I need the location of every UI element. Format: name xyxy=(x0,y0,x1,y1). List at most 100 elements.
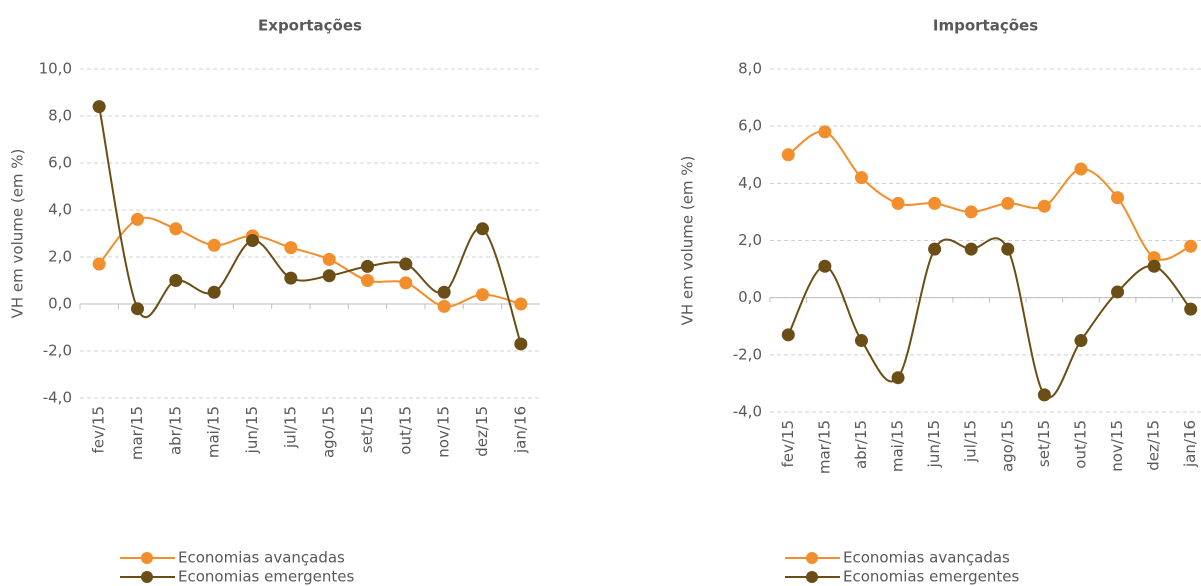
series-line xyxy=(98,106,522,345)
data-point xyxy=(1184,302,1198,316)
y-tick-label: 6,0 xyxy=(738,117,762,135)
data-point xyxy=(131,302,144,316)
chart-title: Exportações xyxy=(258,17,362,35)
legend-marker xyxy=(141,571,153,583)
data-point xyxy=(476,288,489,302)
data-point xyxy=(131,212,144,226)
x-tick-label: fev/15 xyxy=(90,406,108,454)
x-tick-label: abr/15 xyxy=(852,420,870,469)
legend-label: Economias avançadas xyxy=(843,549,1010,567)
y-tick-label: 6,0 xyxy=(48,154,72,172)
data-point xyxy=(818,125,832,139)
y-axis-title: VH em volume (em %) xyxy=(9,149,27,319)
data-point xyxy=(437,285,451,299)
y-tick-label: -4,0 xyxy=(733,403,762,421)
legend-label: Economias avançadas xyxy=(178,549,345,567)
data-point xyxy=(1001,242,1015,256)
data-point xyxy=(322,252,336,266)
x-tick-label: jan/16 xyxy=(1181,420,1199,468)
y-tick-label: 10,0 xyxy=(39,60,72,78)
data-point xyxy=(928,196,942,210)
series-line xyxy=(98,216,522,308)
x-tick-label: out/15 xyxy=(396,406,414,455)
x-tick-label: jun/15 xyxy=(243,406,261,454)
y-tick-label: 8,0 xyxy=(738,60,762,78)
y-tick-label: 0,0 xyxy=(48,295,72,313)
data-point xyxy=(1147,259,1161,273)
data-point xyxy=(284,241,298,255)
data-point xyxy=(1111,285,1125,299)
y-tick-label: -4,0 xyxy=(43,389,72,407)
data-point xyxy=(1184,239,1198,253)
x-tick-label: nov/15 xyxy=(1108,420,1126,472)
data-point xyxy=(92,257,106,271)
data-point xyxy=(207,285,221,299)
x-tick-label: jun/15 xyxy=(925,420,943,468)
data-point xyxy=(964,205,978,219)
data-point xyxy=(207,238,221,252)
x-tick-label: dez/15 xyxy=(473,406,491,457)
data-point xyxy=(818,259,832,273)
data-point xyxy=(437,299,451,313)
x-tick-label: dez/15 xyxy=(1145,420,1163,471)
y-tick-label: 2,0 xyxy=(48,248,72,266)
legend-marker xyxy=(141,552,153,564)
data-point xyxy=(514,297,528,311)
x-tick-label: jul/15 xyxy=(962,420,980,463)
data-point xyxy=(169,274,183,287)
data-point xyxy=(1037,199,1051,213)
data-point xyxy=(1111,191,1125,205)
y-tick-label: -2,0 xyxy=(733,345,762,363)
legend-marker xyxy=(806,552,818,564)
data-point xyxy=(1037,388,1051,402)
data-point xyxy=(891,371,905,385)
data-point xyxy=(854,334,868,348)
legend-marker xyxy=(806,571,818,583)
chart-title: Importações xyxy=(933,17,1038,35)
data-point xyxy=(854,171,868,185)
x-tick-label: mai/15 xyxy=(889,420,907,472)
x-tick-label: jan/16 xyxy=(511,406,529,454)
data-point xyxy=(399,276,413,290)
data-point xyxy=(1074,334,1088,348)
x-tick-label: abr/15 xyxy=(166,406,184,455)
data-point xyxy=(1074,162,1088,176)
data-point xyxy=(322,269,336,283)
legend-label: Economias emergentes xyxy=(178,568,354,586)
x-tick-label: nov/15 xyxy=(435,406,453,458)
data-point xyxy=(284,271,298,285)
data-point xyxy=(92,100,106,114)
data-point xyxy=(781,148,795,162)
x-tick-label: ago/15 xyxy=(320,406,338,458)
data-point xyxy=(361,259,374,273)
data-point xyxy=(246,234,259,248)
legend-label: Economias emergentes xyxy=(843,568,1019,586)
data-point xyxy=(169,222,183,236)
data-point xyxy=(928,242,942,256)
y-tick-label: 2,0 xyxy=(738,231,762,249)
data-point xyxy=(361,274,374,287)
x-tick-label: ago/15 xyxy=(998,420,1016,472)
x-tick-label: mar/15 xyxy=(128,406,146,460)
data-point xyxy=(1001,196,1015,210)
data-point xyxy=(514,337,528,351)
x-tick-label: out/15 xyxy=(1071,420,1089,469)
y-tick-label: 8,0 xyxy=(48,107,72,125)
y-tick-label: 4,0 xyxy=(48,201,72,219)
y-tick-label: -2,0 xyxy=(43,342,72,360)
data-point xyxy=(891,196,905,210)
data-point xyxy=(476,222,489,236)
x-tick-label: set/15 xyxy=(1035,420,1053,467)
data-point xyxy=(781,328,795,342)
data-point xyxy=(964,242,978,256)
y-tick-label: 0,0 xyxy=(738,288,762,306)
data-point xyxy=(399,257,413,271)
x-tick-label: set/15 xyxy=(358,406,376,453)
x-tick-label: fev/15 xyxy=(779,420,797,468)
series-line xyxy=(787,237,1192,399)
x-tick-label: mar/15 xyxy=(815,420,833,474)
x-tick-label: mai/15 xyxy=(205,406,223,458)
y-tick-label: 4,0 xyxy=(738,174,762,192)
x-tick-label: jul/15 xyxy=(281,406,299,449)
